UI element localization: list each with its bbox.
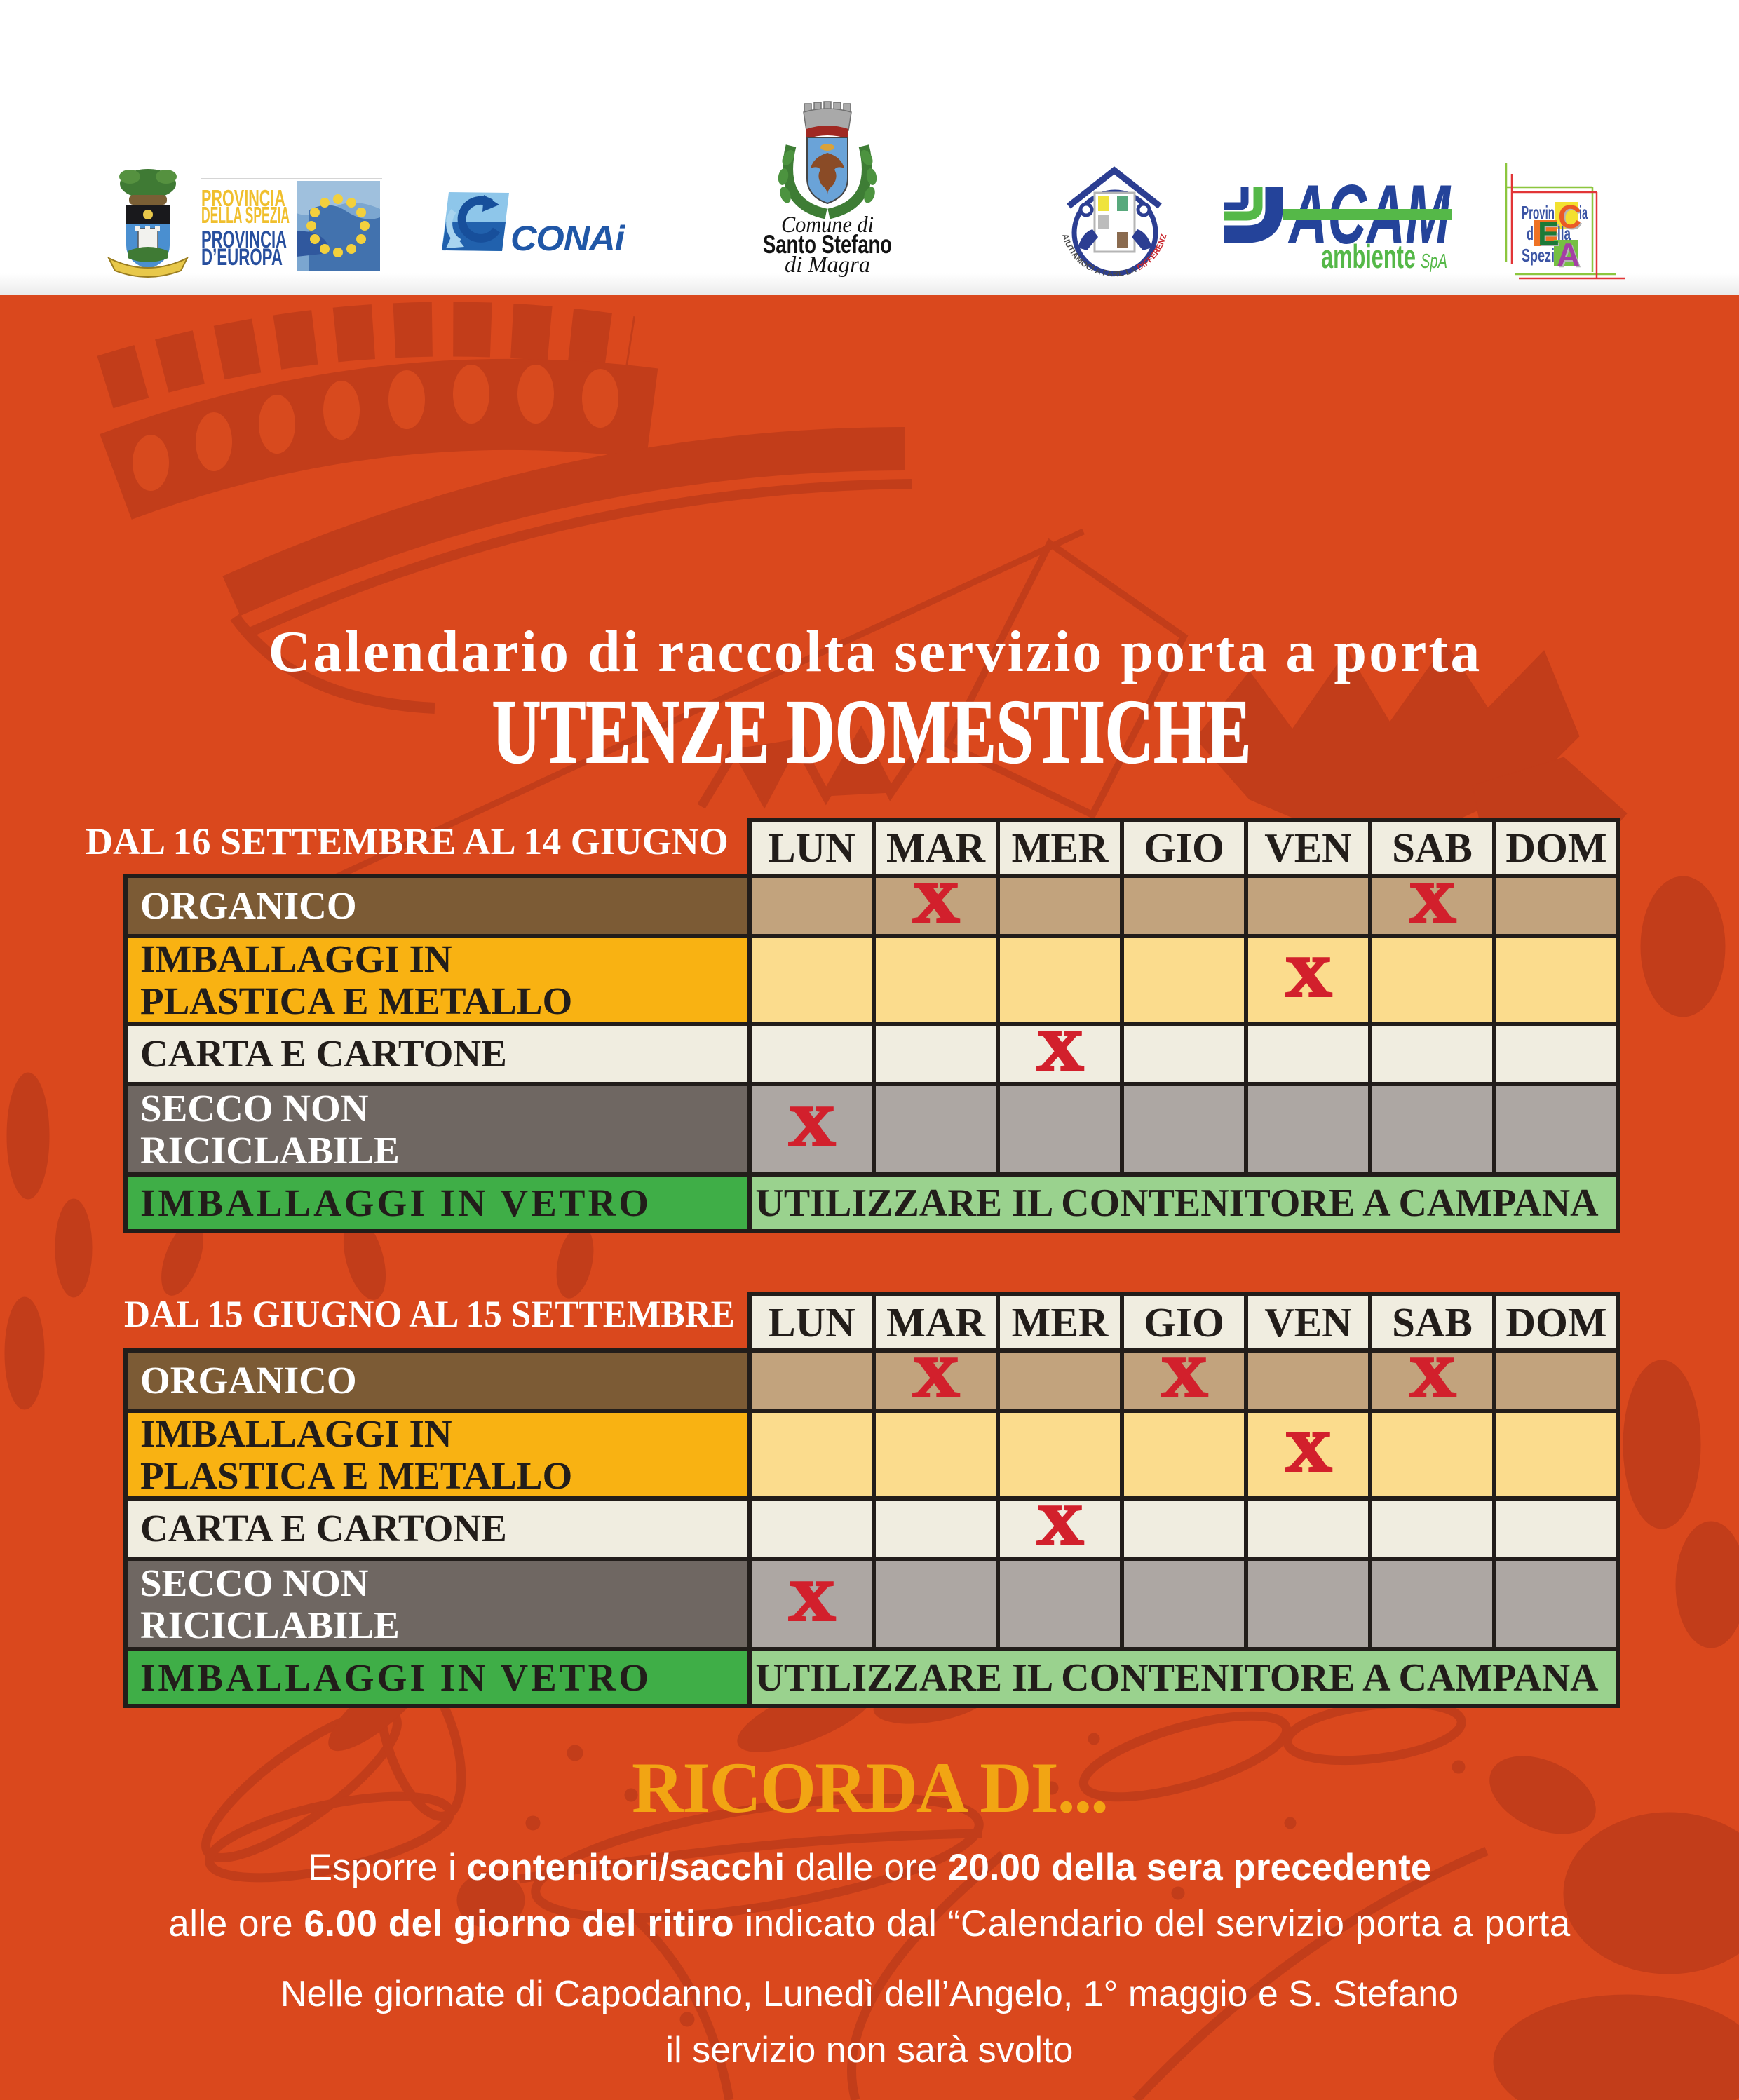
svg-text:Provin: Provin	[1522, 202, 1555, 223]
svg-text:d: d	[1527, 223, 1534, 244]
svg-text:DELLA SPEZIA: DELLA SPEZIA	[201, 202, 290, 228]
svg-text:Spezi: Spezi	[1522, 245, 1555, 266]
svg-text:PROVINCIA: PROVINCIA	[201, 226, 287, 253]
svg-text:CONAi: CONAi	[510, 219, 625, 258]
svg-text:A: A	[1557, 236, 1580, 273]
svg-text:SpA: SpA	[1421, 250, 1447, 273]
svg-text:ia: ia	[1579, 202, 1588, 223]
svg-text:C: C	[1559, 200, 1583, 236]
svg-text:C: C	[1558, 198, 1581, 235]
svg-text:D’EUROPA: D’EUROPA	[201, 244, 283, 271]
svg-text:lla: lla	[1557, 223, 1571, 244]
svg-text:A: A	[1558, 238, 1581, 274]
svg-text:E: E	[1539, 217, 1561, 253]
svg-text:E: E	[1538, 215, 1559, 252]
svg-text:ambiente: ambiente	[1321, 238, 1416, 275]
svg-text:PROVINCIA: PROVINCIA	[201, 185, 285, 211]
svg-text:di Magra: di Magra	[785, 252, 870, 278]
svg-text:Comune di: Comune di	[781, 212, 874, 238]
svg-text:Santo Stefano: Santo Stefano	[763, 230, 892, 259]
